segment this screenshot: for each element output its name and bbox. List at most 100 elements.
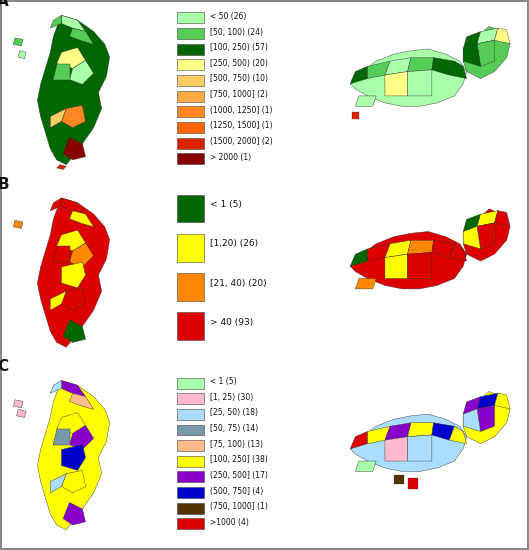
Polygon shape	[463, 44, 480, 67]
Text: [100, 250] (38): [100, 250] (38)	[211, 455, 268, 464]
FancyBboxPatch shape	[177, 59, 204, 70]
Polygon shape	[432, 58, 454, 75]
FancyBboxPatch shape	[177, 28, 204, 39]
Polygon shape	[57, 230, 86, 251]
FancyBboxPatch shape	[177, 234, 204, 261]
Polygon shape	[57, 412, 86, 433]
Polygon shape	[432, 240, 454, 257]
Text: (1500, 2000] (2): (1500, 2000] (2)	[211, 137, 273, 146]
FancyBboxPatch shape	[177, 106, 204, 117]
Text: A: A	[0, 0, 9, 9]
Polygon shape	[463, 409, 480, 432]
Polygon shape	[463, 214, 480, 232]
Text: [1, 25) (30): [1, 25) (30)	[211, 393, 253, 402]
FancyBboxPatch shape	[177, 378, 204, 388]
Polygon shape	[477, 223, 495, 249]
Text: [50, 100) (24): [50, 100) (24)	[211, 28, 263, 36]
Polygon shape	[69, 60, 94, 84]
Polygon shape	[477, 393, 498, 409]
Polygon shape	[407, 240, 434, 254]
Text: (750, 1000] (1): (750, 1000] (1)	[211, 502, 268, 511]
Polygon shape	[463, 26, 510, 79]
Polygon shape	[407, 252, 432, 278]
Polygon shape	[61, 15, 86, 31]
Polygon shape	[495, 393, 510, 409]
Polygon shape	[352, 112, 359, 118]
Polygon shape	[477, 40, 495, 67]
Polygon shape	[385, 437, 407, 461]
Polygon shape	[495, 28, 510, 44]
Text: C: C	[0, 359, 8, 374]
FancyBboxPatch shape	[177, 471, 204, 482]
Polygon shape	[61, 381, 86, 397]
FancyBboxPatch shape	[177, 487, 204, 498]
Polygon shape	[13, 38, 23, 46]
Polygon shape	[477, 28, 498, 44]
Text: [1,20) (26): [1,20) (26)	[211, 239, 259, 249]
Polygon shape	[69, 426, 94, 449]
Polygon shape	[407, 435, 432, 461]
Polygon shape	[57, 47, 86, 68]
Polygon shape	[394, 475, 404, 483]
Polygon shape	[350, 232, 467, 289]
Polygon shape	[69, 211, 94, 227]
Polygon shape	[495, 211, 510, 226]
FancyBboxPatch shape	[177, 138, 204, 148]
Text: > 40 (93): > 40 (93)	[211, 318, 253, 327]
Polygon shape	[61, 198, 86, 214]
Polygon shape	[350, 432, 368, 449]
Polygon shape	[350, 414, 467, 471]
Text: < 50 (26): < 50 (26)	[211, 12, 247, 21]
Polygon shape	[355, 278, 376, 289]
Polygon shape	[355, 96, 376, 106]
FancyBboxPatch shape	[177, 13, 204, 24]
Polygon shape	[463, 397, 480, 414]
FancyBboxPatch shape	[177, 44, 204, 54]
Polygon shape	[57, 164, 66, 169]
Polygon shape	[477, 211, 498, 226]
Polygon shape	[368, 61, 390, 79]
Polygon shape	[63, 503, 86, 525]
FancyBboxPatch shape	[177, 456, 204, 467]
Polygon shape	[38, 381, 110, 530]
FancyBboxPatch shape	[177, 312, 204, 340]
Text: (1250, 1500] (1): (1250, 1500] (1)	[211, 122, 273, 130]
FancyBboxPatch shape	[177, 440, 204, 451]
Polygon shape	[50, 15, 61, 28]
Polygon shape	[61, 445, 86, 470]
Polygon shape	[385, 58, 411, 75]
Polygon shape	[18, 51, 26, 59]
Polygon shape	[368, 426, 390, 444]
FancyBboxPatch shape	[177, 393, 204, 404]
Polygon shape	[63, 138, 86, 160]
Polygon shape	[350, 67, 368, 84]
Polygon shape	[449, 61, 467, 79]
Text: [25, 50) (18): [25, 50) (18)	[211, 408, 258, 417]
Polygon shape	[50, 108, 66, 128]
Polygon shape	[407, 423, 434, 437]
Text: [75, 100) (13): [75, 100) (13)	[211, 439, 263, 449]
Polygon shape	[50, 474, 66, 493]
Polygon shape	[50, 291, 66, 310]
Polygon shape	[449, 426, 467, 444]
FancyBboxPatch shape	[177, 153, 204, 164]
Polygon shape	[407, 58, 434, 72]
Polygon shape	[463, 31, 480, 49]
Text: (500, 750] (4): (500, 750] (4)	[211, 487, 263, 496]
Polygon shape	[61, 262, 86, 288]
Polygon shape	[463, 209, 510, 261]
Polygon shape	[407, 70, 432, 96]
FancyBboxPatch shape	[177, 425, 204, 436]
Text: < 1 (5): < 1 (5)	[211, 377, 237, 386]
Polygon shape	[13, 400, 23, 408]
Polygon shape	[53, 246, 69, 262]
Text: [21, 40) (20): [21, 40) (20)	[211, 278, 267, 288]
Text: [750, 1000] (2): [750, 1000] (2)	[211, 90, 268, 99]
Polygon shape	[69, 243, 94, 267]
FancyBboxPatch shape	[177, 75, 204, 86]
FancyBboxPatch shape	[177, 273, 204, 301]
Polygon shape	[50, 198, 61, 211]
Text: [100, 250) (57): [100, 250) (57)	[211, 43, 268, 52]
Polygon shape	[368, 244, 390, 261]
Text: B: B	[0, 177, 9, 191]
